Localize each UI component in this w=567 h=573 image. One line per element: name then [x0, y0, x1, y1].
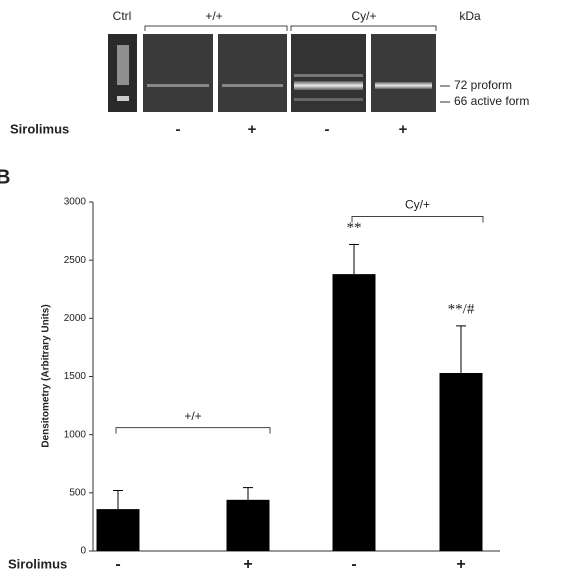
gel-lane [143, 34, 213, 112]
y-tick-label: 2500 [64, 255, 87, 266]
bar [226, 499, 270, 551]
treatment: - [176, 121, 181, 138]
group-label: Cy/+ [405, 198, 430, 212]
band [294, 98, 363, 101]
band [294, 74, 363, 77]
treatment: - [325, 121, 330, 138]
bar [332, 274, 376, 551]
band-label: 72 proform [454, 78, 512, 92]
bar [439, 373, 483, 551]
group-label: +/+ [184, 409, 201, 423]
band [375, 82, 432, 89]
ladder [117, 96, 129, 101]
group-bracket [144, 25, 437, 31]
y-tick-label: 1000 [64, 429, 87, 440]
gel-lane [218, 34, 287, 112]
x-tick-label: + [456, 556, 465, 573]
group-bracket [351, 215, 484, 223]
band [147, 84, 209, 87]
x-tick-label: - [351, 556, 356, 573]
treatment-label: Sirolimus [10, 121, 69, 136]
band [294, 81, 363, 90]
x-tick-label: + [243, 556, 252, 573]
panel-label: B [0, 166, 10, 188]
unit-label: kDa [459, 9, 481, 23]
band [222, 84, 283, 87]
y-tick-label: 0 [80, 546, 86, 557]
significance-label: **/# [448, 301, 475, 317]
treatment: + [248, 121, 257, 138]
treatment: + [399, 121, 408, 138]
gel-lane [371, 34, 436, 112]
y-tick-label: 1500 [64, 371, 87, 382]
y-tick-label: 2000 [64, 313, 87, 324]
lane-label: Ctrl [113, 9, 132, 23]
ladder [117, 45, 129, 85]
lane-label: +/+ [205, 9, 222, 23]
y-axis-label: Densitometry (Arbitrary Units) [41, 304, 52, 447]
lane-label: Cy/+ [351, 9, 376, 23]
x-row-label: Sirolimus [8, 556, 67, 571]
significance-label: ** [347, 220, 362, 236]
group-bracket [115, 427, 271, 434]
x-tick-label: - [115, 556, 120, 573]
y-tick-label: 3000 [64, 197, 87, 208]
gel-panel: Ctrl +/+ Cy/+ kDa 72 proform 66 active f… [10, 9, 529, 138]
band-label: 66 active form [454, 94, 529, 108]
y-tick-label: 500 [69, 487, 86, 498]
bar [96, 509, 140, 551]
